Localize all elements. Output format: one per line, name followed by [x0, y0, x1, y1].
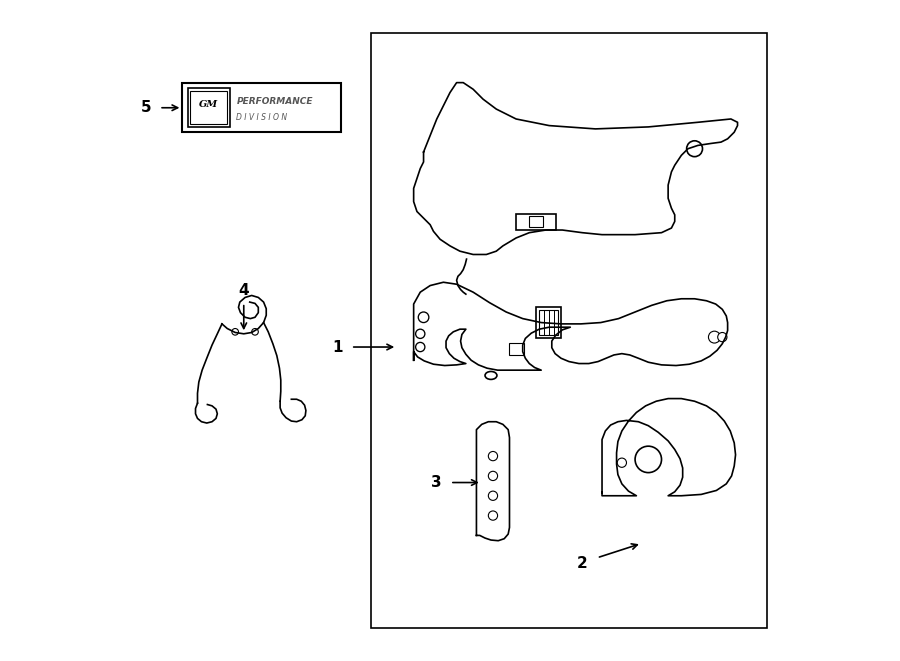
Text: 5: 5 [140, 100, 151, 115]
Bar [516, 214, 556, 230]
Text: 4: 4 [238, 284, 249, 298]
Circle shape [617, 458, 626, 467]
Circle shape [418, 312, 428, 323]
Text: GM: GM [199, 100, 218, 109]
Circle shape [489, 471, 498, 481]
Text: 2: 2 [577, 556, 588, 570]
Bar [536, 307, 561, 338]
Circle shape [489, 451, 498, 461]
Text: PERFORMANCE: PERFORMANCE [237, 97, 313, 106]
Bar [371, 33, 768, 628]
Bar [183, 83, 341, 132]
Circle shape [232, 329, 239, 335]
Circle shape [717, 332, 727, 342]
Circle shape [635, 446, 662, 473]
Text: 3: 3 [431, 475, 442, 490]
Circle shape [489, 491, 498, 500]
Circle shape [708, 331, 720, 343]
Bar [539, 310, 558, 335]
Text: D I V I S I O N: D I V I S I O N [237, 113, 287, 122]
Circle shape [489, 511, 498, 520]
Bar [509, 343, 524, 355]
Circle shape [252, 329, 258, 335]
Bar [190, 91, 227, 124]
Text: 1: 1 [332, 340, 343, 354]
Circle shape [687, 141, 703, 157]
Bar [529, 216, 543, 227]
Circle shape [416, 342, 425, 352]
Circle shape [416, 329, 425, 338]
Bar [187, 88, 230, 127]
Ellipse shape [485, 371, 497, 379]
